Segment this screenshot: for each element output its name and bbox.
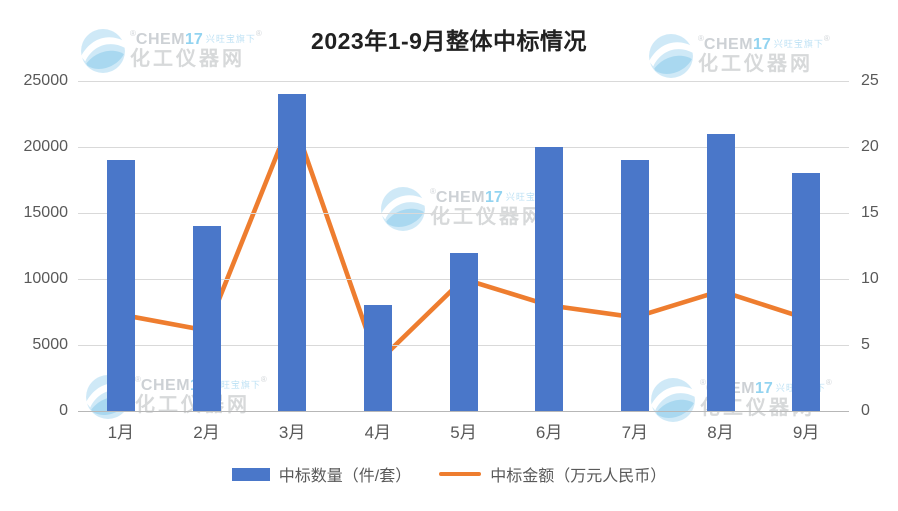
right-axis-tick-label: 25 xyxy=(861,72,879,89)
bar-8月 xyxy=(706,133,735,411)
x-axis-tick-label: 7月 xyxy=(621,423,649,442)
plot-area xyxy=(78,80,849,412)
left-axis-tick-label: 10000 xyxy=(23,270,69,287)
bar-9月 xyxy=(792,173,821,411)
bar-2月 xyxy=(192,226,221,411)
x-axis-tick-label: 9月 xyxy=(792,423,820,442)
gridline xyxy=(78,212,849,214)
gridline xyxy=(78,80,849,82)
legend-item-bar-series: 中标数量（件/套） xyxy=(231,462,412,486)
bar-3月 xyxy=(278,94,307,411)
bar-4月 xyxy=(363,305,392,411)
legend-item-line-series: 中标金额（万元人民币） xyxy=(439,462,666,486)
right-axis-tick-label: 10 xyxy=(861,270,879,287)
left-axis-tick-label: 25000 xyxy=(23,72,69,89)
left-axis-tick-label: 15000 xyxy=(23,204,69,221)
chart-title: 2023年1-9月整体中标情况 xyxy=(311,28,587,54)
x-axis-tick-label: 8月 xyxy=(707,423,734,442)
left-axis-tick-label: 5000 xyxy=(32,336,68,353)
x-axis-tick-label: 4月 xyxy=(364,423,392,442)
legend-label-bar-series: 中标数量（件/套） xyxy=(278,468,412,485)
legend: 中标数量（件/套） 中标金额（万元人民币） xyxy=(0,462,898,486)
right-axis-tick-label: 20 xyxy=(861,138,879,155)
x-axis-tick-label: 5月 xyxy=(450,423,477,442)
site-name: 化工仪器网 xyxy=(698,52,813,75)
gridline xyxy=(78,146,849,148)
right-axis-tick-label: 0 xyxy=(861,402,870,419)
bar-5月 xyxy=(449,252,478,411)
x-axis-tick-label: 1月 xyxy=(107,423,135,442)
left-axis-tick-label: 20000 xyxy=(23,138,69,155)
left-axis-tick-label: 0 xyxy=(59,402,68,419)
right-axis-tick-label: 5 xyxy=(861,336,870,353)
x-axis-tick-label: 3月 xyxy=(278,423,306,442)
line-series-swatch-icon xyxy=(439,471,482,477)
x-axis-tick-label: 2月 xyxy=(193,423,220,442)
bar-series-swatch-icon xyxy=(231,467,270,481)
bar-6月 xyxy=(535,147,564,411)
right-axis-tick-label: 15 xyxy=(861,204,879,221)
legend-label-line-series: 中标金额（万元人民币） xyxy=(490,468,667,485)
bar-1月 xyxy=(106,160,135,411)
x-axis-tick-label: 6月 xyxy=(535,423,563,442)
gridline xyxy=(78,410,849,412)
bar-7月 xyxy=(620,160,649,411)
